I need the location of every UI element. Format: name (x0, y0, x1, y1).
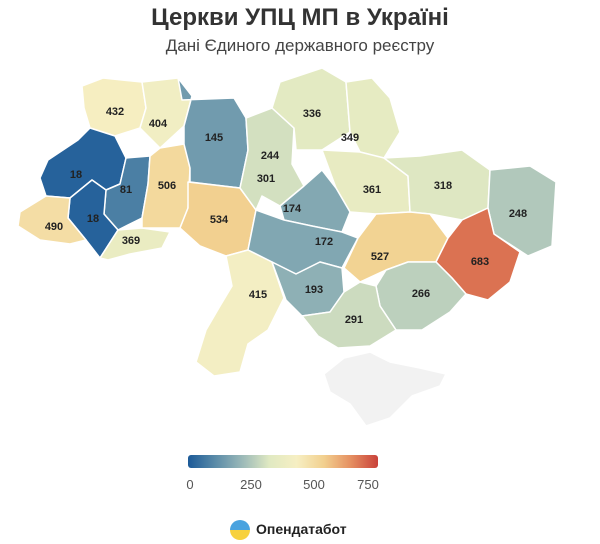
legend-tick-500: 500 (303, 477, 325, 492)
region-label-rivne: 404 (149, 118, 168, 130)
region-crimea (323, 351, 447, 427)
page-title: Церкви УПЦ МП в Україні (151, 4, 449, 31)
region-label-poltava: 361 (363, 184, 381, 196)
region-label-zhytomyr: 145 (205, 132, 223, 144)
region-label-mykolaiv: 193 (305, 284, 323, 296)
region-zakarpattia (17, 195, 87, 245)
region-sumy (345, 77, 401, 159)
region-label-chernihiv: 336 (303, 108, 321, 120)
region-chernivtsi (99, 227, 171, 261)
region-label-kirovohrad: 172 (315, 236, 333, 248)
legend-tick-750: 750 (357, 477, 379, 492)
legend-color-bar (188, 455, 378, 468)
region-label-dnipropetrovsk: 527 (371, 251, 389, 263)
page-subtitle: Дані Єдиного державного реєстру (165, 36, 435, 55)
region-kherson (301, 281, 397, 349)
region-label-ivano-frankivsk: 18 (87, 213, 99, 225)
brand-name: Опендатабот (256, 521, 347, 537)
region-label-zaporizhzhia: 266 (412, 288, 430, 300)
region-label-chernivtsi: 369 (122, 235, 140, 247)
legend-tick-250: 250 (240, 477, 262, 492)
region-label-donetsk: 683 (471, 256, 489, 268)
region-label-kyiv: 301 (257, 173, 275, 185)
region-label-volyn: 432 (106, 106, 124, 118)
region-label-ternopil: 81 (120, 184, 132, 196)
region-label-kherson: 291 (345, 314, 363, 326)
region-label-kyiv-city: 244 (261, 150, 280, 162)
legend-tick-0: 0 (186, 477, 194, 492)
region-label-odesa: 415 (249, 289, 267, 301)
region-label-luhansk: 248 (509, 208, 527, 220)
region-label-sumy: 349 (341, 132, 359, 144)
region-label-khmelnytskyi: 506 (158, 180, 176, 192)
region-label-zakarpattia: 490 (45, 221, 63, 233)
region-label-vinnytsia: 534 (210, 214, 229, 226)
region-odesa (195, 249, 285, 377)
opendatabot-logo-icon (230, 520, 250, 540)
region-label-kharkiv: 318 (434, 180, 452, 192)
region-label-lviv: 18 (70, 169, 82, 181)
region-label-cherkasy: 174 (283, 203, 302, 215)
